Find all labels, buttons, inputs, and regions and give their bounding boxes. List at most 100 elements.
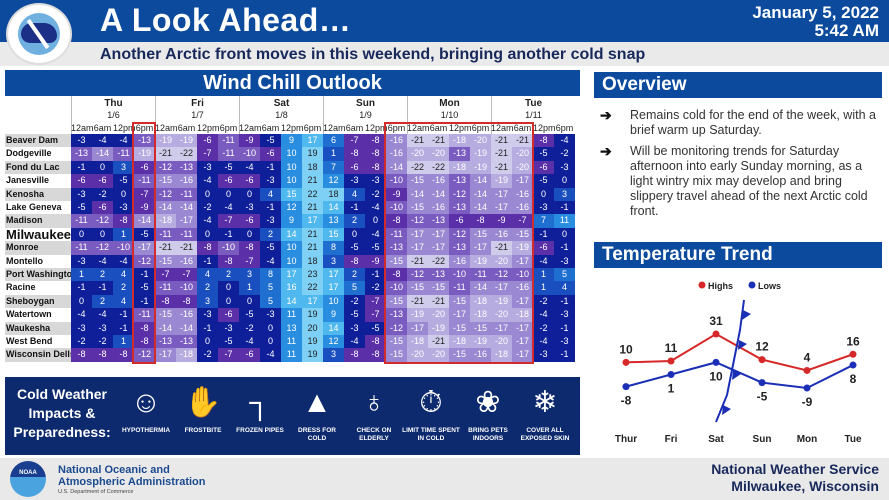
wind-chill-cell: -19: [428, 321, 449, 335]
wind-chill-cell: -7: [134, 187, 155, 201]
wind-chill-cell: -21: [176, 241, 197, 255]
row-label-city: Waukesha: [5, 321, 71, 335]
impacts-title: Cold Weather Impacts & Preparedness:: [13, 386, 111, 440]
issue-time: 5:42 AM: [814, 21, 879, 40]
overview-item-text: Remains cold for the end of the week, wi…: [630, 108, 876, 137]
hour-label: 12am: [323, 123, 346, 133]
nws-office: National Weather Service Milwaukee, Wisc…: [711, 461, 879, 494]
wind-chill-cell: -18: [512, 308, 533, 322]
wind-chill-cell: 19: [302, 348, 323, 362]
wind-chill-cell: -4: [239, 160, 260, 175]
wind-chill-cell: -4: [92, 308, 113, 322]
wind-chill-cell: -5: [239, 308, 260, 322]
wind-chill-cell: -18: [449, 134, 470, 148]
impact-item: ┐ FROZEN PIPES: [231, 383, 289, 435]
wind-chill-cell: 14: [281, 227, 302, 242]
wind-chill-cell: -11: [113, 147, 134, 161]
wind-chill-cell: -10: [449, 268, 470, 282]
wind-chill-cell: 17: [323, 281, 344, 295]
wind-chill-cell: -6: [218, 308, 239, 322]
wind-chill-cell: -2: [197, 348, 218, 362]
wind-chill-cell: 14: [323, 201, 344, 215]
hour-label: 12am: [491, 123, 514, 133]
overview-item: ➔ Remains cold for the end of the week, …: [600, 108, 885, 138]
hour-label: 6am: [261, 123, 280, 133]
wind-chill-cell: 0: [92, 227, 113, 242]
row-label-city: Wisconsin Dells: [5, 348, 75, 362]
wind-chill-cell: 1: [323, 147, 344, 161]
wind-chill-cell: -17: [155, 348, 176, 362]
wind-chill-cell: 2: [113, 281, 134, 295]
wind-chill-cell: 21: [302, 227, 323, 242]
wind-chill-cell: 18: [302, 254, 323, 268]
wind-chill-cell: -15: [407, 201, 428, 215]
wind-chill-cell: -16: [176, 254, 197, 268]
wind-chill-cell: 12: [323, 174, 344, 188]
wind-chill-cell: -12: [407, 268, 428, 282]
footer-bar: [0, 458, 889, 500]
wind-chill-cell: 0: [113, 187, 134, 201]
svg-text:Tue: Tue: [844, 434, 861, 445]
wind-chill-cell: -13: [428, 268, 449, 282]
wind-chill-cell: -4: [71, 308, 92, 322]
wind-chill-cell: -13: [134, 134, 155, 148]
wind-chill-cell: 3: [197, 294, 218, 309]
svg-text:8: 8: [850, 372, 857, 386]
wind-chill-cell: -1: [260, 160, 281, 175]
wind-chill-cell: -21: [491, 147, 512, 161]
wind-chill-cell: 4: [260, 187, 281, 201]
wind-chill-cell: -21: [407, 134, 428, 148]
wind-chill-cell: -15: [155, 308, 176, 322]
wind-chill-cell: -15: [470, 321, 491, 335]
wind-chill-cell: 19: [302, 308, 323, 322]
wind-chill-cell: -17: [512, 321, 533, 335]
wind-chill-cell: -15: [512, 227, 533, 242]
wind-chill-cell: -10: [386, 174, 407, 188]
wind-chill-cell: -17: [449, 308, 470, 322]
wind-chill-cell: -15: [449, 321, 470, 335]
wind-chill-cell: -20: [512, 147, 533, 161]
wind-chill-cell: -3: [71, 254, 92, 268]
wind-chill-cell: -4: [554, 134, 575, 148]
wind-chill-cell: -7: [197, 147, 218, 161]
svg-text:Sat: Sat: [708, 434, 724, 445]
wind-chill-cell: -7: [218, 214, 239, 228]
wind-chill-cell: -18: [155, 214, 176, 228]
wind-chill-cell: -1: [113, 321, 134, 335]
wind-chill-cell: -19: [470, 335, 491, 349]
hour-label: 12am: [155, 123, 178, 133]
wind-chill-cell: -3: [113, 201, 134, 215]
wind-chill-cell: -17: [512, 254, 533, 268]
wind-chill-cell: -8: [365, 348, 386, 362]
wind-chill-cell: -3: [218, 321, 239, 335]
hour-label: 6am: [345, 123, 364, 133]
wind-chill-cell: -5: [218, 335, 239, 349]
wind-chill-cell: -15: [155, 174, 176, 188]
wind-chill-cell: -8: [92, 348, 113, 362]
wind-chill-cell: 17: [302, 134, 323, 148]
svg-text:Mon: Mon: [797, 434, 818, 445]
wind-chill-cell: -11: [386, 227, 407, 242]
wind-chill-cell: 2: [260, 227, 281, 242]
day-header: Thu 1/6: [71, 96, 155, 134]
wind-chill-cell: -15: [470, 227, 491, 242]
wind-chill-cell: -19: [512, 241, 533, 255]
wind-chill-cell: 2: [92, 268, 113, 282]
pipe-icon: ┐: [249, 386, 271, 419]
wind-chill-cell: -5: [71, 201, 92, 215]
row-label-city: Madison: [5, 214, 71, 228]
wind-chill-cell: -11: [176, 227, 197, 242]
wind-chill-cell: -14: [428, 187, 449, 201]
wind-chill-cell: -2: [92, 335, 113, 349]
wind-chill-cell: 4: [113, 294, 134, 309]
wind-chill-cell: -21: [407, 254, 428, 268]
wind-chill-cell: -4: [113, 254, 134, 268]
wind-chill-cell: -13: [449, 147, 470, 161]
wind-chill-cell: -22: [428, 254, 449, 268]
wind-chill-cell: -13: [386, 241, 407, 255]
wind-chill-cell: -4: [197, 214, 218, 228]
overview-item-text: Will be monitoring trends for Saturday a…: [630, 144, 868, 218]
row-label-city: Port Washington: [5, 268, 78, 282]
arrow-right-icon: ➔: [600, 143, 612, 159]
wind-chill-cell: -16: [386, 147, 407, 161]
